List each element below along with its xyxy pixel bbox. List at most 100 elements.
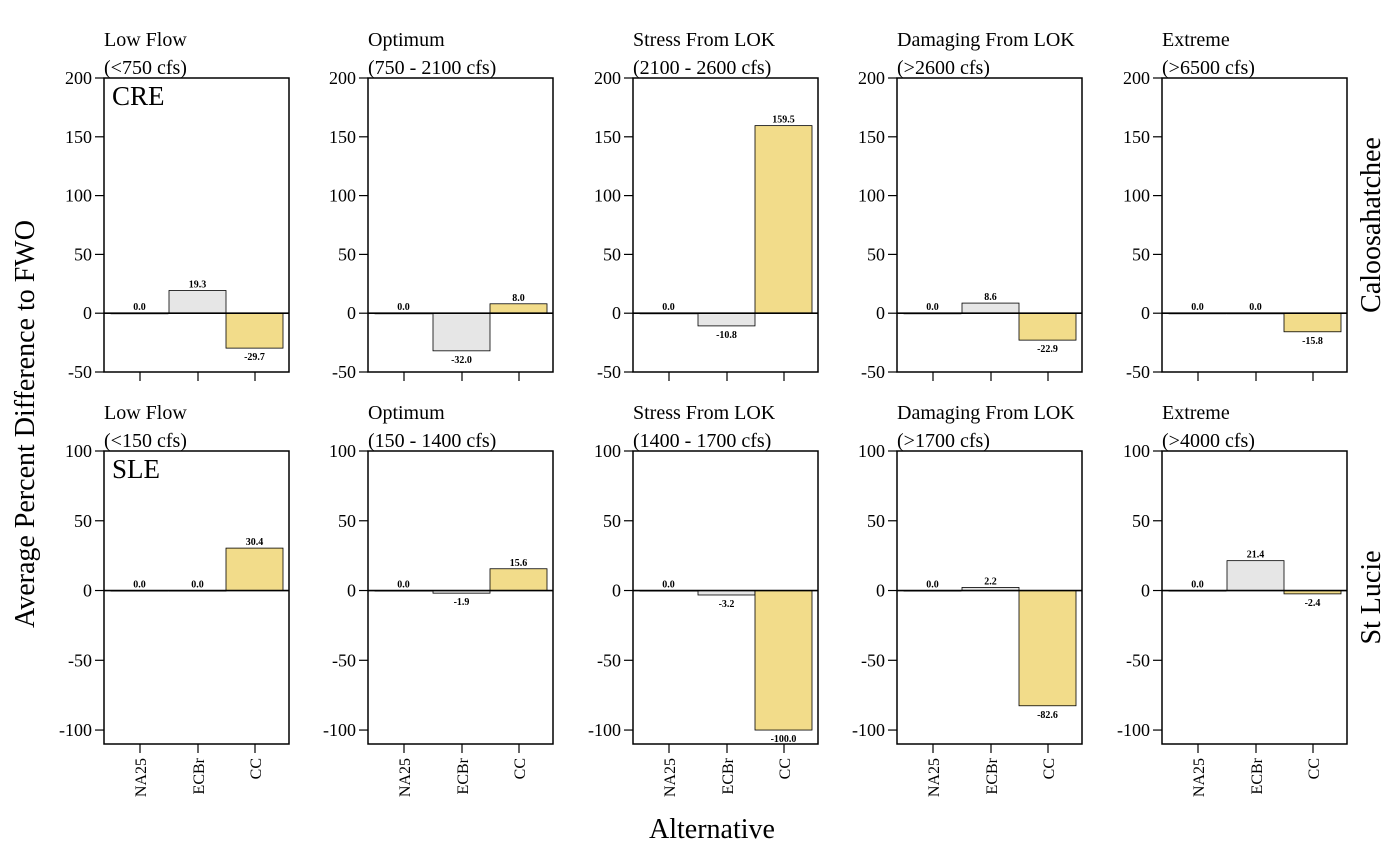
y-tick-label: 150 (65, 127, 92, 147)
y-tick-label: 200 (594, 68, 621, 88)
bar-value-label: -22.9 (1037, 344, 1058, 355)
bar-value-label: -3.2 (719, 599, 735, 610)
y-tick-label: 100 (858, 441, 885, 461)
x-tick-label: CC (1041, 758, 1058, 779)
bar-value-label: -32.0 (451, 355, 472, 366)
bar-value-label: 0.0 (662, 580, 675, 591)
x-tick-label: NA25 (133, 758, 150, 797)
y-tick-label: 0 (876, 303, 885, 323)
panel-subtitle: (>6500 cfs) (1162, 57, 1255, 79)
bar-ecbr (697, 312, 756, 327)
y-tick-label: 50 (74, 511, 92, 531)
panel-title: Optimum (368, 402, 445, 424)
y-tick-label: 100 (65, 441, 92, 461)
panel-frame (367, 450, 554, 745)
panel-title: Extreme (1162, 402, 1230, 424)
bar-value-label: 0.0 (397, 580, 410, 591)
panel-subtitle: (150 - 1400 cfs) (368, 430, 496, 452)
y-tick-label: 100 (594, 441, 621, 461)
panel-subtitle: (<150 cfs) (104, 430, 187, 452)
y-tick-label: -50 (1126, 362, 1150, 382)
y-tick-label: 0 (347, 303, 356, 323)
panel-title: Stress From LOK (633, 29, 776, 51)
bar-value-label: 0.0 (191, 580, 204, 591)
bar-value-label: -29.7 (244, 352, 265, 363)
bar-ecbr (961, 302, 1020, 314)
bar-cc (489, 303, 548, 314)
row-label-cre: Caloosahatchee (1356, 137, 1387, 313)
y-tick-label: -50 (597, 650, 621, 670)
bar-cc (225, 312, 284, 349)
panel-subtitle: (2100 - 2600 cfs) (633, 57, 771, 79)
panel-frame (1161, 77, 1348, 373)
y-tick-label: -50 (1126, 650, 1150, 670)
bar-value-label: -1.9 (454, 597, 470, 608)
bar-value-label: 8.0 (512, 293, 525, 304)
y-tick-label: 100 (329, 186, 356, 206)
bar-value-label: 15.6 (510, 558, 528, 569)
y-tick-label: 0 (1141, 581, 1150, 601)
bar-cc (1018, 312, 1077, 341)
bar-cc (489, 568, 548, 591)
bar-value-label: 2.2 (984, 576, 997, 587)
panel-frame (632, 450, 819, 745)
y-tick-label: -50 (68, 650, 92, 670)
panel-frame (103, 450, 290, 745)
panel-cre-2: Optimum (750 - 2100 cfs) 200 150 100 50 0 -50 0.… (329, 29, 554, 382)
panel-frame (103, 77, 290, 373)
x-tick-label: NA25 (1191, 758, 1208, 797)
panel-cre-5: Extreme (>6500 cfs) 200 150 100 50 0 -50 0.0 0.0 -… (1123, 29, 1348, 382)
bar-value-label: -15.8 (1302, 336, 1323, 347)
panel-title: Stress From LOK (633, 402, 776, 424)
bar-cc (754, 590, 813, 731)
y-tick-label: -100 (852, 720, 885, 740)
bar-value-label: 0.0 (1249, 302, 1262, 313)
y-tick-label: 0 (1141, 303, 1150, 323)
bar-value-label: 0.0 (662, 302, 675, 313)
panel-sle-3: Stress From LOK (1400 - 1700 cfs) 100 50 0 -5… (588, 402, 819, 797)
x-tick-label: NA25 (926, 758, 943, 797)
y-axis-label: Average Percent Difference to FWO (10, 220, 41, 628)
bar-ecbr (432, 312, 491, 352)
x-tick-label: CC (777, 758, 794, 779)
bar-cc (1283, 312, 1342, 333)
y-tick-label: -100 (59, 720, 92, 740)
bar-value-label: 0.0 (1191, 302, 1204, 313)
bar-value-label: 21.4 (1247, 550, 1265, 561)
bar-value-label: -100.0 (771, 734, 797, 745)
y-tick-label: 0 (83, 581, 92, 601)
y-tick-label: 50 (1132, 244, 1150, 264)
panel-title: Low Flow (104, 29, 187, 51)
y-tick-label: 0 (83, 303, 92, 323)
bar-value-label: 30.4 (246, 537, 264, 548)
y-tick-label: 50 (338, 511, 356, 531)
y-tick-label: 150 (858, 127, 885, 147)
y-tick-label: 0 (612, 581, 621, 601)
y-tick-label: -100 (1117, 720, 1150, 740)
panel-subtitle: (<750 cfs) (104, 57, 187, 79)
panel-title: Damaging From LOK (897, 402, 1075, 424)
y-tick-label: 50 (338, 244, 356, 264)
bar-value-label: 0.0 (133, 302, 146, 313)
y-tick-label: -100 (323, 720, 356, 740)
x-tick-label: ECBr (455, 757, 472, 794)
y-tick-label: 100 (65, 186, 92, 206)
bar-ecbr (168, 290, 227, 314)
bar-value-label: -2.4 (1305, 598, 1321, 609)
bar-value-label: 0.0 (397, 302, 410, 313)
bar-value-label: 8.6 (984, 292, 997, 303)
y-tick-label: 0 (876, 581, 885, 601)
bar-value-label: 19.3 (189, 280, 207, 291)
y-tick-label: -50 (861, 362, 885, 382)
y-tick-label: -50 (332, 650, 356, 670)
panel-subtitle: (750 - 2100 cfs) (368, 57, 496, 79)
y-tick-label: 100 (1123, 441, 1150, 461)
y-tick-label: 150 (594, 127, 621, 147)
panel-subtitle: (1400 - 1700 cfs) (633, 430, 771, 452)
y-tick-label: -50 (597, 362, 621, 382)
y-tick-label: 100 (594, 186, 621, 206)
y-tick-label: -100 (588, 720, 621, 740)
panel-cre-1: Low Flow (<750 cfs) 200 150 100 50 0 -50 0.0 19.3… (65, 29, 290, 382)
panel-frame (896, 77, 1083, 373)
panel-title: Optimum (368, 29, 445, 51)
